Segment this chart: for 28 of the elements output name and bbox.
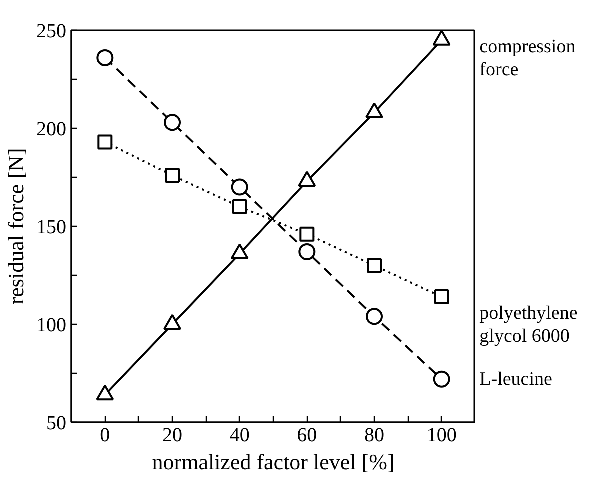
y-tick-label: 50: [46, 412, 66, 434]
x-tick-label: 40: [230, 424, 250, 446]
point: [96, 49, 114, 66]
point: [232, 199, 248, 214]
x-tick-label: 60: [297, 424, 318, 446]
y-axis-title: residual force [N]: [4, 148, 28, 305]
y-tick-label: 250: [36, 20, 66, 42]
x-axis-title: normalized factor level [%]: [152, 450, 395, 474]
point: [98, 134, 113, 150]
y-tick-label: 200: [36, 118, 66, 140]
point: [433, 370, 450, 388]
point: [366, 308, 383, 326]
x-tick-label: 80: [364, 424, 384, 446]
x-tick-label: 0: [100, 424, 110, 446]
y-tick-label: 100: [36, 314, 66, 336]
x-tick-label: 20: [162, 424, 182, 446]
series-label: polyethylene glycol 6000: [480, 303, 578, 348]
point: [165, 168, 180, 184]
x-tick-label: 100: [426, 424, 457, 446]
point: [164, 114, 181, 132]
series-label: L-leucine: [480, 368, 552, 390]
point: [300, 226, 315, 242]
point: [231, 178, 248, 196]
point: [367, 258, 382, 274]
y-tick-label: 150: [36, 216, 66, 238]
point: [298, 243, 316, 260]
point: [434, 290, 450, 305]
series-label: compression force: [480, 36, 576, 80]
